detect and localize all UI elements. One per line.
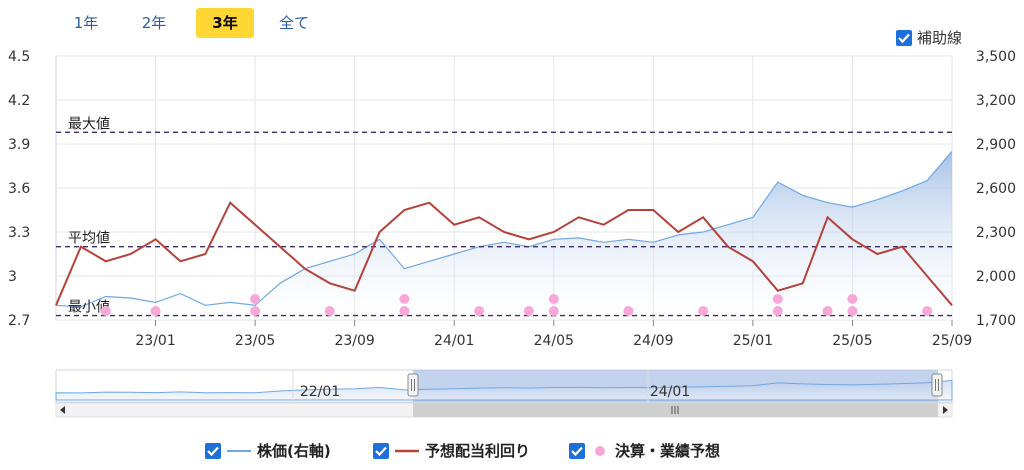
event-dot[interactable] — [698, 306, 709, 316]
checkbox-checked-icon[interactable] — [569, 442, 585, 459]
reference-line-label: 最大値 — [68, 116, 110, 132]
tab-2y[interactable]: 2年 — [141, 14, 167, 32]
line-swatch-icon — [395, 449, 419, 452]
checkbox-checked-icon[interactable] — [895, 29, 912, 46]
x-tick-label: 25/01 — [733, 333, 773, 349]
event-dot[interactable] — [847, 306, 858, 316]
x-tick-label: 25/09 — [932, 333, 972, 349]
legend-price-label: 株価(右軸) — [257, 442, 331, 460]
x-tick-label: 24/09 — [633, 333, 673, 349]
navigator[interactable]: 22/01 24/01 — [55, 369, 953, 418]
legend-yield[interactable]: 予想配当利回り — [373, 440, 530, 461]
event-dot[interactable] — [100, 306, 111, 316]
navigator-area — [55, 379, 953, 401]
y-left-tick-label: 3 — [8, 269, 17, 285]
event-dot[interactable] — [847, 294, 858, 304]
tab-3y[interactable]: 3年 — [196, 8, 254, 38]
legend-events[interactable]: 決算・業績予想 — [569, 440, 720, 461]
x-tick-label: 24/05 — [534, 333, 574, 349]
event-dot[interactable] — [772, 306, 783, 316]
x-tick-label: 23/09 — [334, 333, 374, 349]
legend-yield-label: 予想配当利回り — [425, 442, 531, 460]
scroll-left-icon[interactable] — [60, 406, 65, 414]
event-dot[interactable] — [922, 306, 933, 316]
x-tick-label: 23/05 — [235, 333, 275, 349]
event-dot[interactable] — [250, 294, 261, 304]
checkbox-checked-icon[interactable] — [373, 442, 389, 459]
navigator-handle-right[interactable] — [931, 373, 943, 397]
dot-swatch-icon — [595, 445, 605, 456]
tab-1y[interactable]: 1年 — [73, 14, 99, 32]
event-dot[interactable] — [250, 306, 261, 316]
event-dots — [100, 294, 933, 316]
event-dot[interactable] — [523, 306, 534, 316]
axes: 2.7 1,700 3 2,000 3.3 2,300 3.6 2,600 3.9 2,900 4.… — [8, 49, 1016, 349]
event-dot[interactable] — [324, 306, 335, 316]
event-dot[interactable] — [150, 306, 161, 316]
event-dot[interactable] — [474, 306, 485, 316]
y-left-tick-label: 2.7 — [8, 313, 30, 329]
price-line — [55, 150, 953, 308]
navigator-handle-left[interactable] — [407, 373, 419, 397]
reference-line-label: 最小値 — [68, 300, 110, 316]
y-left-tick-label: 3.3 — [8, 225, 30, 241]
y-right-tick-label: 2,600 — [976, 181, 1016, 197]
aux-line-label: 補助線 — [916, 29, 962, 47]
event-dot[interactable] — [548, 294, 559, 304]
legend-events-label: 決算・業績予想 — [615, 442, 721, 460]
scroll-right-icon[interactable] — [943, 406, 948, 414]
yield-line — [55, 201, 953, 306]
y-right-tick-label: 3,200 — [976, 93, 1016, 109]
x-tick-label: 25/05 — [832, 333, 872, 349]
event-dot[interactable] — [822, 306, 833, 316]
y-right-tick-label: 2,300 — [976, 225, 1016, 241]
y-left-tick-label: 3.9 — [8, 137, 30, 153]
scrollbar-grip-icon — [671, 406, 679, 414]
aux-line-toggle[interactable]: 補助線 — [895, 27, 962, 48]
y-right-tick-label: 2,900 — [976, 137, 1016, 153]
x-tick-label: 23/01 — [135, 333, 175, 349]
event-dot[interactable] — [548, 306, 559, 316]
event-dot[interactable] — [399, 294, 410, 304]
event-dot[interactable] — [772, 294, 783, 304]
event-dot[interactable] — [399, 306, 410, 316]
price-area — [56, 151, 952, 320]
navigator-label: 22/01 — [300, 384, 340, 400]
line-swatch-icon — [227, 449, 251, 452]
tab-all[interactable]: 全て — [278, 14, 309, 32]
event-dot[interactable] — [623, 306, 634, 316]
y-right-tick-label: 1,700 — [976, 313, 1016, 329]
navigator-label: 24/01 — [650, 384, 690, 400]
x-tick-label: 24/01 — [434, 333, 474, 349]
y-left-tick-label: 3.6 — [8, 181, 30, 197]
y-right-tick-label: 3,500 — [976, 49, 1016, 65]
y-left-tick-label: 4.2 — [8, 93, 30, 109]
legend-price[interactable]: 株価(右軸) — [205, 440, 331, 461]
reference-line-label: 平均値 — [68, 231, 110, 247]
y-right-tick-label: 2,000 — [976, 269, 1016, 285]
y-left-tick-label: 4.5 — [8, 49, 30, 65]
checkbox-checked-icon[interactable] — [205, 442, 221, 459]
